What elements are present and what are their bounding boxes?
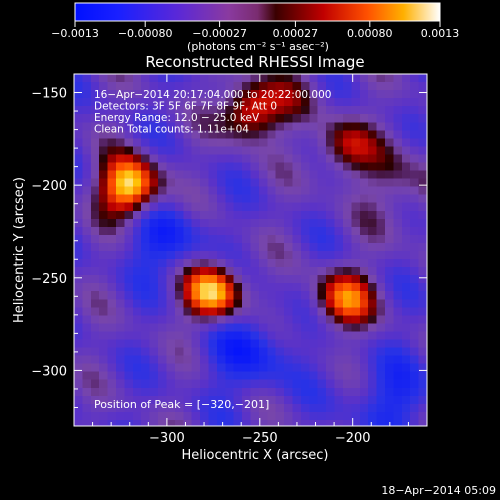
x-tick-label: −200	[335, 431, 371, 446]
y-tick-label: −200	[31, 179, 67, 194]
timestamp: 18−Apr−2014 05:09	[381, 484, 496, 497]
x-axis-label: Heliocentric X (arcsec)	[182, 448, 329, 463]
colorbar-tick-label: 0.00027	[273, 27, 319, 40]
y-tick-label: −300	[31, 364, 67, 379]
plot-axes: −300 −250 −200 −150 −200 −250 −300	[31, 87, 370, 446]
colorbar-tick-label: −0.00080	[118, 27, 173, 40]
y-axis-label: Heliocentric Y (arcsec)	[12, 177, 27, 323]
x-tick-label: −250	[242, 431, 278, 446]
chart-title: Reconstructed RHESSI Image	[145, 53, 364, 71]
y-tick-label: −250	[31, 272, 67, 287]
colorbar	[74, 2, 441, 22]
y-tick-label: −150	[31, 87, 67, 102]
colorbar-ticks: −0.0013 −0.00080 −0.00027 0.00027 0.00080 0.0…	[51, 21, 459, 40]
colorbar-tick-label: 0.00080	[347, 27, 393, 40]
x-tick-label: −300	[149, 431, 185, 446]
colorbar-tick-label: −0.0013	[51, 27, 99, 40]
colorbar-unit-label: (photons cm⁻² s⁻¹ asec⁻²)	[187, 40, 329, 53]
colorbar-tick-label: −0.00027	[192, 27, 247, 40]
colorbar-tick-label: 0.0013	[421, 27, 460, 40]
heatmap-image	[74, 74, 427, 426]
